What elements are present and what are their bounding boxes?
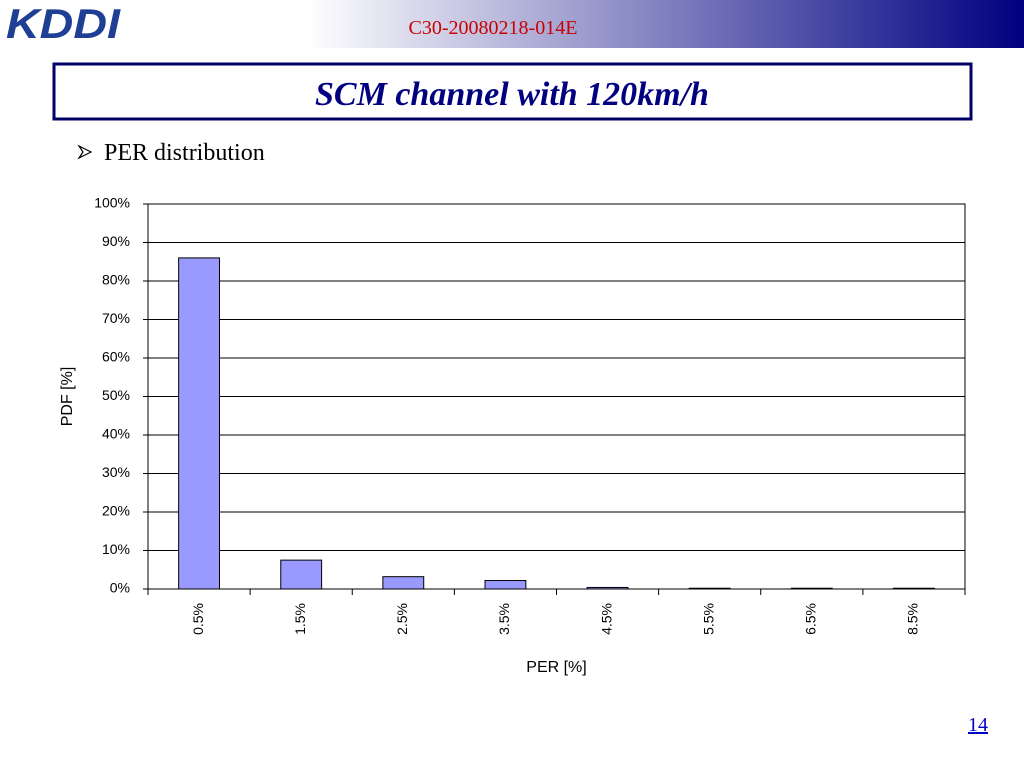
y-tick-label: 0% xyxy=(110,580,130,596)
y-axis-label: PDF [%] xyxy=(59,367,76,427)
x-tick-label: 6.5% xyxy=(803,603,819,635)
x-tick-label: 5.5% xyxy=(700,603,716,635)
slide-title: SCM channel with 120km/h xyxy=(315,76,709,113)
y-tick-label: 10% xyxy=(102,541,130,557)
x-axis-label: PER [%] xyxy=(526,659,586,676)
y-tick-label: 30% xyxy=(102,464,130,480)
y-tick-label: 60% xyxy=(102,349,130,365)
bar xyxy=(382,576,425,590)
header-band xyxy=(0,0,1024,48)
doc-id: C30-20080218-014E xyxy=(409,17,578,39)
bar xyxy=(280,559,323,590)
bar xyxy=(178,257,220,590)
y-tick-label: 20% xyxy=(102,503,130,519)
bar xyxy=(688,587,731,590)
y-tick-label: 40% xyxy=(102,426,130,442)
x-tick-label: 1.5% xyxy=(292,603,308,635)
x-tick-label: 0.5% xyxy=(190,603,206,635)
x-tick-label: 3.5% xyxy=(496,603,512,635)
x-tick-label: 2.5% xyxy=(394,603,410,635)
bar xyxy=(790,587,833,590)
bullet-text: PER distribution xyxy=(104,140,265,166)
bar xyxy=(893,587,935,590)
page-number: 14 xyxy=(968,714,988,736)
y-tick-label: 100% xyxy=(94,195,130,211)
y-tick-label: 80% xyxy=(102,272,130,288)
logo: KDDI xyxy=(6,0,121,47)
bar xyxy=(484,580,527,590)
x-tick-label: 4.5% xyxy=(598,603,614,635)
chart: 0% 10% 20% 30% 40% 50% 60% 70% 80% 90% 100% 0.5% 1.5… xyxy=(59,195,966,676)
bar xyxy=(586,586,629,590)
y-tick-label: 90% xyxy=(102,233,130,249)
bullet-marker xyxy=(77,144,93,160)
y-tick-label: 70% xyxy=(102,310,130,326)
y-tick-label: 50% xyxy=(102,387,130,403)
x-tick-label: 8.5% xyxy=(905,603,921,635)
title-box xyxy=(52,62,973,121)
